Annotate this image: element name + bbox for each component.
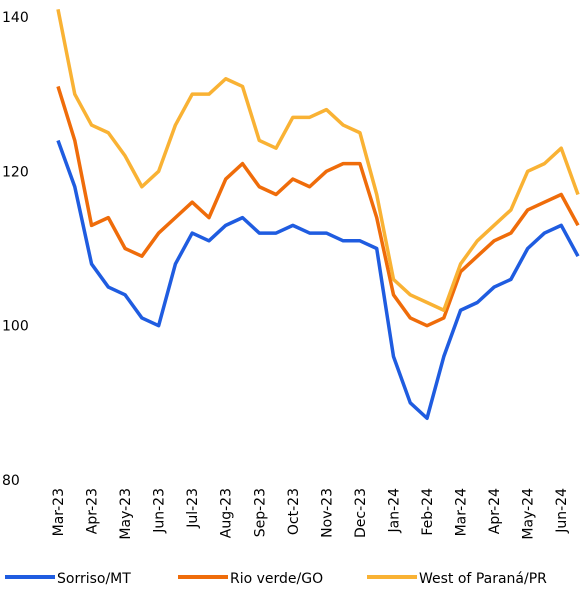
series-line [56, 85, 580, 328]
series-line [56, 8, 580, 312]
x-tick-label: Oct-23 [286, 488, 302, 535]
x-tick-label: Mar-23 [51, 488, 67, 536]
legend-label: Sorriso/MT [57, 571, 131, 587]
x-tick-label: Mar-24 [454, 488, 470, 536]
x-tick-label: May-23 [118, 488, 134, 540]
x-tick-label: Dec-23 [353, 488, 369, 538]
x-tick-label: Nov-23 [319, 488, 335, 538]
legend-label: West of Paraná/PR [419, 571, 547, 587]
x-tick-label: Jan-24 [386, 488, 402, 534]
x-tick-label: Sep-23 [252, 488, 268, 537]
y-tick-label: 120 [2, 164, 29, 180]
x-tick-label: Apr-23 [85, 488, 101, 534]
legend-label: Rio verde/GO [230, 571, 323, 587]
y-tick-label: 100 [2, 319, 29, 335]
x-tick-label: Apr-24 [487, 488, 503, 534]
y-tick-label: 140 [2, 10, 29, 26]
x-tick-label: Jun-23 [152, 488, 168, 534]
x-tick-label: May-24 [521, 488, 537, 540]
y-tick-label: 80 [2, 473, 20, 489]
x-tick-label: Aug-23 [219, 488, 235, 538]
series-line [56, 139, 580, 421]
x-tick-label: Jun-24 [554, 488, 570, 534]
x-tick-label: Jul-23 [185, 488, 201, 529]
x-tick-label: Feb-24 [420, 488, 436, 536]
